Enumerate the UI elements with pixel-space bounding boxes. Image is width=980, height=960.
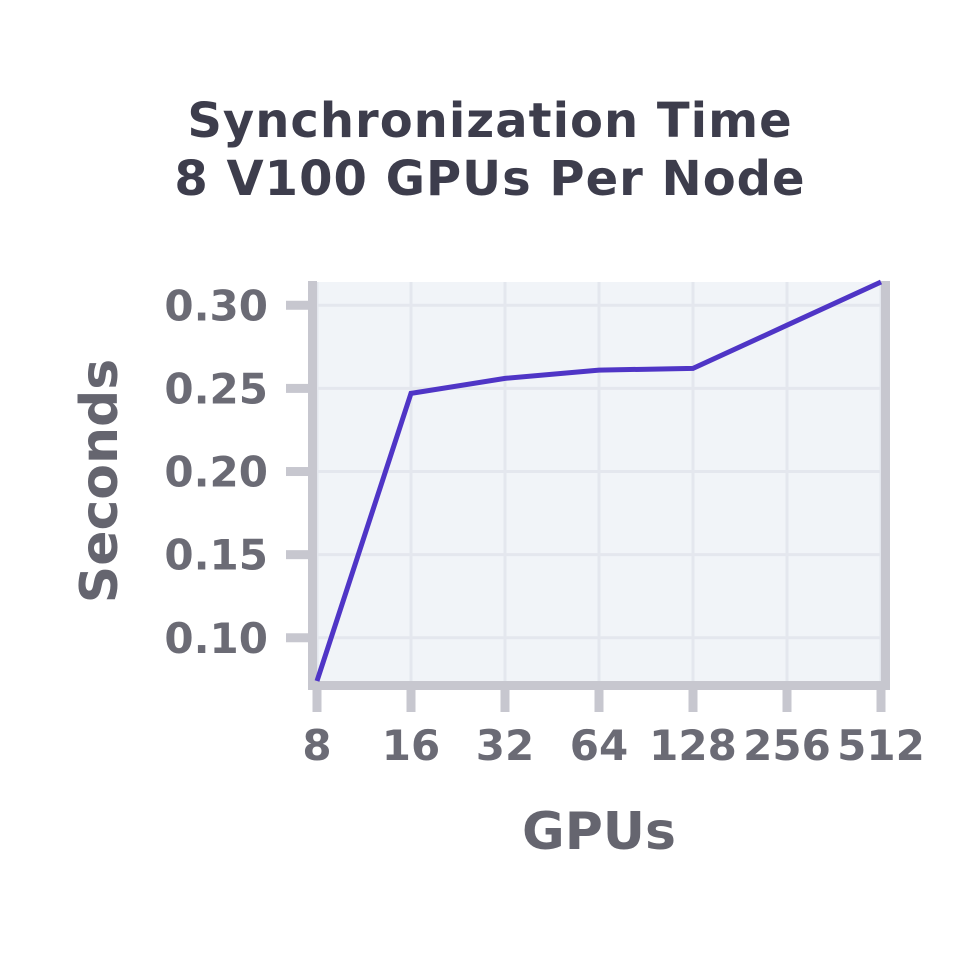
x-tick-label: 16	[382, 721, 440, 770]
y-tick-label: 0.25	[164, 364, 268, 413]
x-tick-label: 256	[743, 721, 831, 770]
y-axis-title: Seconds	[70, 358, 130, 604]
y-tick-mark	[286, 300, 308, 310]
tick-labels: 0.10 0.15 0.20 0.25 0.30 8 16 32 64 128 256 512	[164, 281, 924, 770]
chart-title-line1: Synchronization Time	[187, 93, 793, 149]
y-tick-mark	[286, 633, 308, 643]
y-tick-mark	[286, 467, 308, 477]
x-axis-title: GPUs	[522, 802, 676, 862]
series-line-synchronization-time	[314, 279, 883, 682]
left-spine	[308, 281, 317, 690]
chart-title: Synchronization Time 8 V100 GPUs Per Nod…	[0, 92, 980, 208]
x-tick-mark	[594, 690, 604, 712]
y-tick-label: 0.10	[164, 614, 268, 663]
x-tick-label: 64	[570, 721, 628, 770]
y-tick-label: 0.30	[164, 281, 268, 330]
bottom-spine	[308, 681, 890, 690]
x-tick-label: 8	[302, 721, 331, 770]
tick-marks	[286, 300, 886, 712]
x-tick-mark	[688, 690, 698, 712]
x-tick-label: 512	[837, 721, 925, 770]
x-tick-mark	[312, 690, 322, 712]
y-tick-mark	[286, 383, 308, 393]
axis-spines	[308, 281, 890, 690]
chart-title-line2: 8 V100 GPUs Per Node	[174, 151, 806, 207]
x-tick-label: 128	[649, 721, 737, 770]
y-tick-label: 0.20	[164, 448, 268, 497]
x-tick-mark	[406, 690, 416, 712]
x-tick-label: 32	[476, 721, 534, 770]
x-tick-mark	[876, 690, 886, 712]
x-tick-mark	[782, 690, 792, 712]
right-spine	[881, 281, 890, 690]
y-tick-mark	[286, 550, 308, 560]
x-tick-mark	[500, 690, 510, 712]
grid-lines	[315, 282, 883, 681]
y-tick-label: 0.15	[164, 531, 268, 580]
